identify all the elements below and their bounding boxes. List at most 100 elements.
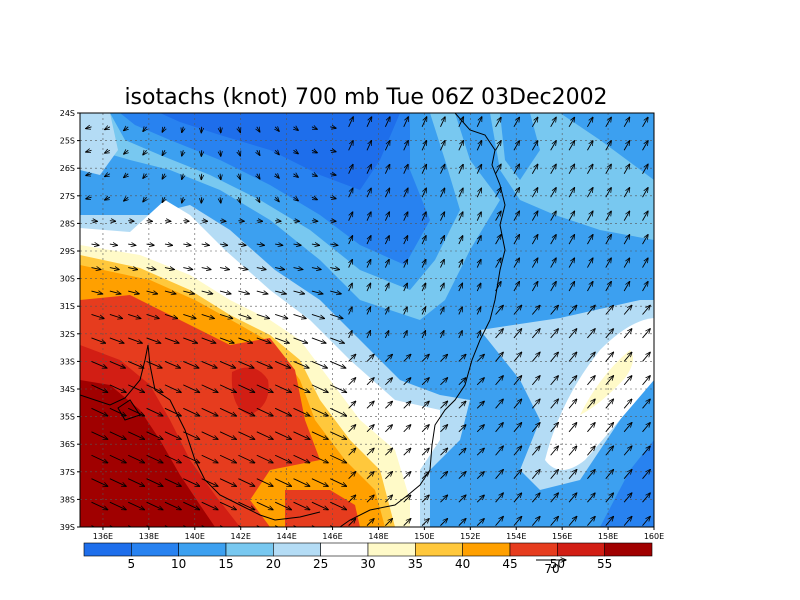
- wind-vector: [238, 197, 240, 203]
- wind-vector: [605, 141, 612, 151]
- wind-vector: [109, 360, 126, 368]
- wind-vector: [440, 519, 447, 526]
- wind-vector: [201, 478, 218, 487]
- wind-vector: [531, 399, 540, 409]
- wind-vector: [367, 331, 370, 339]
- wind-vector: [164, 337, 179, 343]
- wind-vector: [476, 212, 481, 221]
- wind-vector: [568, 235, 575, 245]
- wind-vector: [219, 244, 228, 245]
- wind-vector: [311, 127, 317, 130]
- wind-vector: [531, 117, 538, 128]
- wind-vector: [568, 305, 577, 315]
- wind-vector: [201, 360, 218, 368]
- colorbar-swatch: [604, 542, 653, 557]
- wind-vector: [256, 501, 273, 510]
- wind-vector: [385, 519, 392, 526]
- wind-vector: [86, 150, 92, 152]
- wind-vector: [513, 164, 520, 174]
- wind-vector: [568, 376, 577, 386]
- colorbar-swatch: [178, 542, 227, 557]
- wind-vector: [86, 127, 92, 129]
- wind-vector: [605, 329, 614, 339]
- wind-vector: [183, 314, 196, 318]
- wind-vector: [403, 495, 411, 503]
- wind-vector: [109, 384, 126, 393]
- wind-vector: [495, 211, 502, 221]
- wind-vector: [623, 399, 632, 409]
- lon-tick-label: 138E: [139, 532, 159, 541]
- wind-vector: [568, 117, 575, 128]
- wind-vector: [421, 472, 429, 480]
- wind-vector: [404, 259, 408, 268]
- wind-vector: [146, 454, 163, 463]
- wind-vector: [605, 211, 612, 221]
- wind-vector: [311, 197, 317, 200]
- lat-tick-label: 24S: [60, 109, 75, 118]
- wind-vector: [366, 236, 371, 245]
- wind-vector: [219, 431, 236, 440]
- wind-vector: [348, 236, 353, 245]
- wind-vector: [293, 268, 303, 270]
- wind-vector: [440, 141, 445, 151]
- wind-vector: [256, 268, 266, 270]
- wind-vector: [274, 384, 291, 393]
- wind-vector: [550, 188, 557, 198]
- wind-vector: [623, 211, 630, 221]
- wind-vector: [366, 519, 374, 526]
- wind-vector: [91, 244, 99, 245]
- wind-vector: [201, 454, 218, 463]
- wind-vector: [495, 235, 502, 245]
- wind-vector: [495, 281, 502, 292]
- wind-vector: [128, 314, 141, 318]
- wind-vector: [458, 188, 463, 198]
- wind-vector: [476, 519, 484, 526]
- wind-vector: [587, 399, 595, 409]
- lat-tick-label: 37S: [60, 468, 75, 477]
- wind-vector: [348, 519, 356, 526]
- wind-vector: [587, 376, 595, 386]
- wind-vector: [403, 188, 408, 198]
- wind-vector: [366, 425, 374, 433]
- wind-vector: [495, 516, 504, 526]
- wind-vector: [146, 337, 161, 343]
- wind-vector: [330, 384, 346, 393]
- wind-vector: [403, 519, 411, 526]
- wind-vector: [421, 354, 429, 362]
- wind-vector: [495, 399, 504, 409]
- wind-vector: [275, 127, 279, 131]
- wind-vector: [642, 235, 649, 245]
- lon-tick-label: 148E: [368, 532, 388, 541]
- wind-vector: [477, 283, 481, 292]
- wind-vector: [568, 423, 577, 433]
- wind-vector: [550, 281, 557, 292]
- wind-vector: [384, 117, 390, 127]
- wind-vector: [311, 431, 328, 440]
- lat-tick-label: 28S: [60, 219, 75, 228]
- wind-vector: [440, 495, 447, 503]
- wind-vector: [275, 337, 289, 343]
- wind-vector: [182, 126, 184, 133]
- wind-vector: [476, 448, 484, 456]
- lon-tick-label: 144E: [276, 532, 296, 541]
- wind-vector: [330, 337, 344, 343]
- wind-vector: [440, 425, 447, 433]
- wind-vector: [384, 164, 389, 174]
- wind-vector: [476, 164, 481, 174]
- wind-vector: [440, 378, 447, 386]
- colorbar-label: 25: [313, 557, 328, 571]
- lon-tick-label: 158E: [598, 532, 618, 541]
- wind-vector: [403, 236, 408, 245]
- wind-vector: [182, 197, 184, 203]
- wind-vector: [91, 268, 100, 270]
- wind-vector: [105, 197, 111, 200]
- wind-vector: [146, 478, 163, 487]
- lon-tick-label: 156E: [552, 532, 572, 541]
- wind-vector: [366, 141, 372, 151]
- wind-vector: [587, 211, 593, 221]
- wind-vector: [294, 197, 299, 201]
- wind-vector: [146, 268, 156, 270]
- wind-vector: [642, 399, 651, 409]
- wind-vector: [257, 126, 260, 132]
- wind-vector: [587, 117, 593, 128]
